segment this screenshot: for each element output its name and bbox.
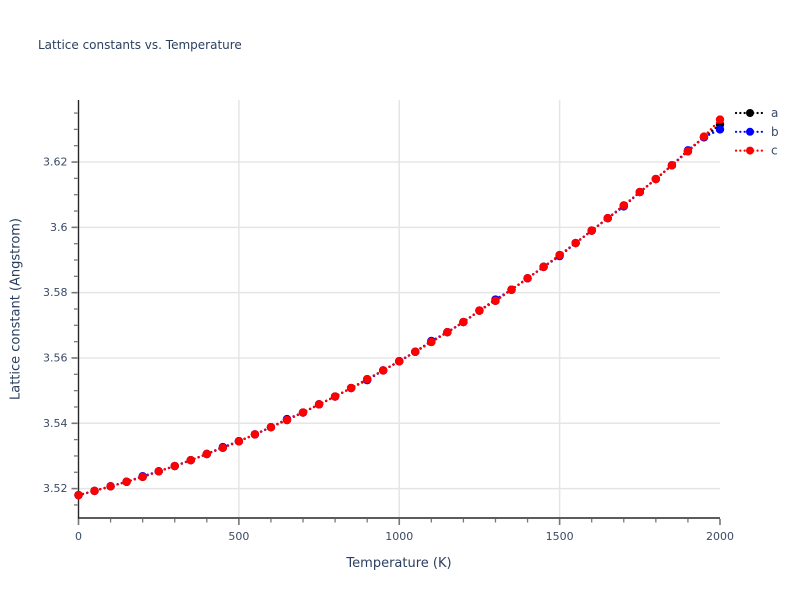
series-c-marker [523,274,532,283]
series-c-marker [362,375,372,384]
series-c-marker [314,400,324,409]
x-axis-tick-label: 0 [75,530,82,543]
y-axis-tick-label: 3.6 [50,221,68,234]
series-c-marker [218,443,228,452]
series-c-marker [475,306,484,315]
legend-label: c [771,144,778,158]
series-c-marker [699,132,709,141]
series-c-marker [507,285,516,294]
series-c-marker [186,455,195,465]
x-axis-tick-label: 1500 [546,530,574,543]
legend-item-c: c [734,144,778,158]
series-c-marker [234,437,244,446]
series-c-marker [427,337,436,347]
series-c-marker [635,187,645,197]
series-c-marker [395,357,404,366]
series-c-marker [667,161,677,170]
y-axis-title: Lattice constant (Angstrom) [8,217,24,401]
series-c-marker [603,214,612,223]
chart-title: Lattice constants vs. Temperature [38,38,242,52]
series-c-marker [411,347,420,356]
x-axis-title: Temperature (K) [346,556,452,571]
legend-item-b: b [734,125,779,139]
y-axis-tick-label: 3.54 [43,417,68,430]
y-axis-tick-label: 3.52 [43,482,68,495]
series-c-marker [154,467,163,476]
series-c-marker [106,482,115,491]
series-c-marker [619,201,628,210]
legend-label: b [771,125,779,139]
series-c-marker [571,238,580,248]
series-c-marker [459,317,468,327]
legend-marker [746,146,754,155]
series-c-marker [379,366,388,375]
x-axis-tick-label: 500 [228,530,249,543]
series-c-marker [282,415,292,425]
series-c-line [77,118,722,497]
series-c-marker [122,477,131,486]
y-axis-tick-label: 3.58 [43,286,68,299]
series-c-marker [202,449,211,459]
series-c-marker [715,115,725,124]
series-c-marker [250,430,260,439]
series-c-marker [587,226,596,235]
x-axis-tick-label: 2000 [706,530,734,543]
series-c-marker [266,423,276,432]
series-c-marker [539,262,548,272]
series-c-marker [170,461,179,471]
series-c-marker [491,296,500,306]
x-axis-tick-label: 1000 [385,530,413,543]
legend-marker [746,127,754,136]
legend-label: a [771,106,778,120]
series-c-marker [683,147,693,156]
series-c-marker [651,174,661,184]
y-axis-tick-label: 3.56 [43,351,68,364]
series-c-marker [443,327,452,337]
legend-item-a: a [734,106,778,120]
legend-marker [746,109,754,117]
series-c-marker [298,408,308,417]
series-c-marker [90,486,99,496]
series-c-marker [138,472,147,482]
series-c-marker [555,250,564,260]
series-c-marker [330,392,340,401]
series-b-marker [715,125,725,134]
series-c-marker [74,490,83,500]
y-axis-tick-label: 3.62 [43,156,68,169]
series-c-marker [346,383,356,393]
